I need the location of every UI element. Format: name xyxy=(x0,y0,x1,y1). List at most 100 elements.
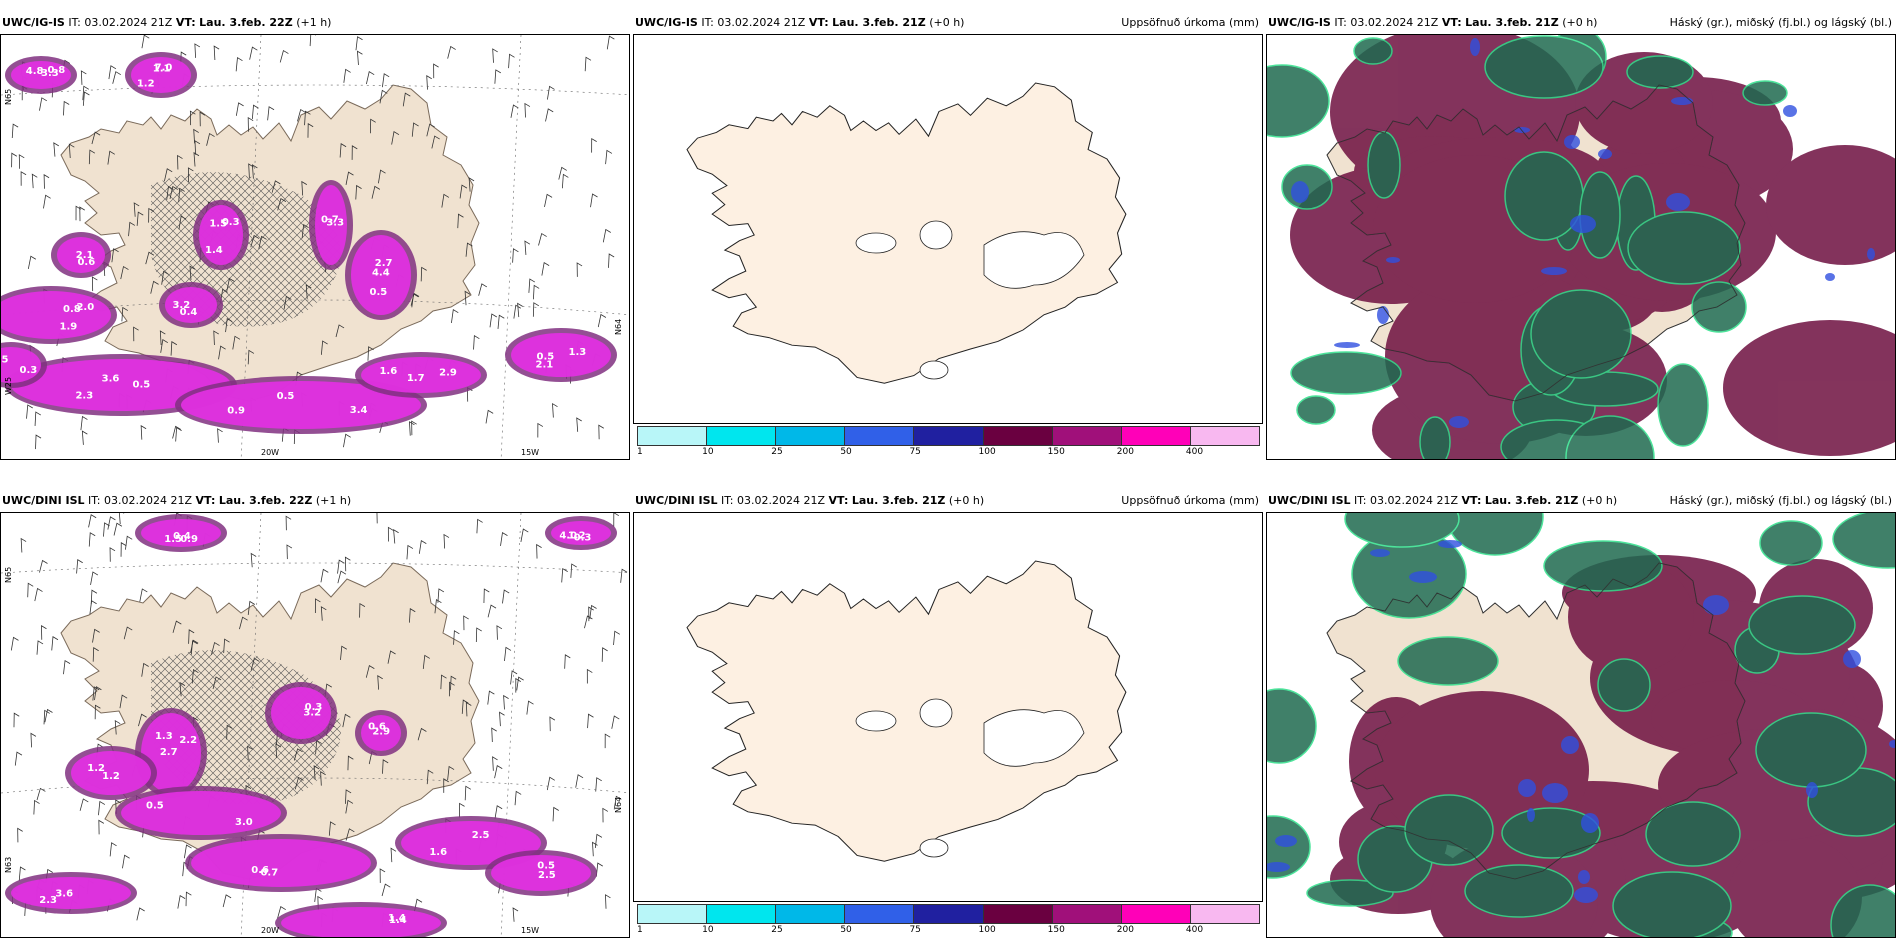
wind-barb xyxy=(92,628,100,643)
precip-value-label: 1.2 xyxy=(568,531,586,542)
wind-barb xyxy=(491,727,497,743)
wind-barb xyxy=(476,518,483,534)
low-cloud xyxy=(1806,782,1818,798)
wind-barb xyxy=(478,283,488,296)
wind-barb xyxy=(123,626,133,640)
wind-barb xyxy=(313,765,320,780)
wind-barb xyxy=(422,654,430,670)
glaciers xyxy=(855,220,1085,380)
colorbar-segment xyxy=(1051,904,1122,924)
wind-barb xyxy=(448,681,455,697)
precip-cell xyxy=(551,521,611,545)
wind-barb xyxy=(320,568,329,583)
accum-precip-map xyxy=(633,512,1263,902)
wind-barb xyxy=(169,185,178,200)
wind-barb xyxy=(194,140,201,155)
wind-barb xyxy=(552,806,559,822)
coastline-overlay xyxy=(1326,84,1746,402)
wind-barb xyxy=(277,197,287,211)
wind-barb xyxy=(304,110,311,126)
wind-barb xyxy=(305,284,312,299)
wind-barb xyxy=(592,841,598,857)
wind-barb xyxy=(587,713,594,729)
wind-barb xyxy=(88,514,97,528)
wind-barb xyxy=(17,827,23,843)
panel-header: UWC/IG-IS IT: 03.02.2024 21Z VT: Lau. 3.… xyxy=(633,14,1263,34)
precip-cell xyxy=(1,347,41,383)
lead-time: (+1 h) xyxy=(296,16,332,29)
panel-precip-wind-row2: UWC/DINI ISL IT: 03.02.2024 21Z VT: Lau.… xyxy=(0,492,630,938)
wind-barb xyxy=(475,627,482,643)
glacier xyxy=(983,709,1085,767)
wind-barb xyxy=(248,163,254,178)
latitude-line xyxy=(1,299,629,316)
wind-barb xyxy=(179,681,186,697)
wind-barb xyxy=(514,790,522,806)
model-name: UWC/IG-IS xyxy=(2,16,65,29)
precip-value-label: 1.4 xyxy=(388,913,406,924)
wind-barb xyxy=(549,716,556,732)
wind-barb xyxy=(113,522,123,536)
wind-barb xyxy=(485,409,494,424)
panel-field-title: Uppsöfnuð úrkoma (mm) xyxy=(1121,494,1259,507)
wind-barb xyxy=(80,415,88,431)
precip-value-label: 3.6 xyxy=(55,889,73,900)
wind-barb xyxy=(366,71,375,85)
wind-barb xyxy=(150,280,159,294)
wind-barb xyxy=(464,290,471,306)
mid-cloud xyxy=(1691,281,1747,333)
wind-barb xyxy=(33,799,40,815)
longitude-line xyxy=(500,35,522,459)
wind-barb xyxy=(620,568,628,583)
wind-barb xyxy=(457,213,464,229)
lead-time: (+0 h) xyxy=(1562,16,1598,29)
precip-value-label: 1.3 xyxy=(569,347,587,358)
wind-barb xyxy=(53,142,59,157)
wind-barb xyxy=(576,262,583,277)
wind-barb xyxy=(586,668,593,684)
wind-barb xyxy=(584,615,593,629)
model-name: UWC/IG-IS xyxy=(635,16,698,29)
colorbar-tick-label: 50 xyxy=(840,925,852,935)
colorbar-tick-label: 10 xyxy=(702,925,714,935)
wind-barb xyxy=(433,63,439,79)
wind-barb xyxy=(524,102,531,118)
wind-barb xyxy=(166,185,174,200)
colorbar-tick-label: 25 xyxy=(771,447,783,457)
precip-value-label: 2.5 xyxy=(538,870,556,881)
wind-barb xyxy=(222,894,232,908)
wind-barb xyxy=(547,85,555,100)
wind-barb xyxy=(90,571,99,586)
wind-barb xyxy=(512,248,519,263)
precip-value-label: 0.7 xyxy=(260,868,278,879)
wind-barb xyxy=(376,513,378,524)
wind-barb xyxy=(80,70,87,85)
wind-barb xyxy=(465,242,473,257)
wind-barb xyxy=(136,907,145,921)
wind-barb xyxy=(345,828,355,841)
low-cloud xyxy=(1386,257,1400,263)
precip-value-label: 1.5 xyxy=(164,534,182,545)
wind-barb xyxy=(161,270,169,285)
wind-barb xyxy=(279,49,289,63)
colorbar-segment xyxy=(982,904,1053,924)
wind-barb xyxy=(251,104,259,119)
mid-cloud xyxy=(1645,801,1741,867)
map-svg xyxy=(686,82,1127,384)
wind-barb xyxy=(133,202,140,217)
wind-barb xyxy=(34,411,42,426)
wind-barb xyxy=(250,552,257,568)
wind-barb xyxy=(347,755,354,771)
wind-barb xyxy=(175,426,182,442)
wind-barb xyxy=(177,894,186,909)
colorbar-tick-label: 1 xyxy=(637,447,643,457)
init-time: 03.02.2024 21Z xyxy=(1370,494,1459,507)
graticule-label: N63 xyxy=(4,857,13,873)
wind-barb xyxy=(611,715,620,729)
wind-barb xyxy=(492,756,498,771)
wind-barb xyxy=(463,615,469,631)
precip-value-label: 0.5 xyxy=(146,801,164,812)
mid-cloud xyxy=(1748,595,1856,655)
wind-barb xyxy=(39,97,48,111)
mid-cloud xyxy=(1484,35,1604,99)
